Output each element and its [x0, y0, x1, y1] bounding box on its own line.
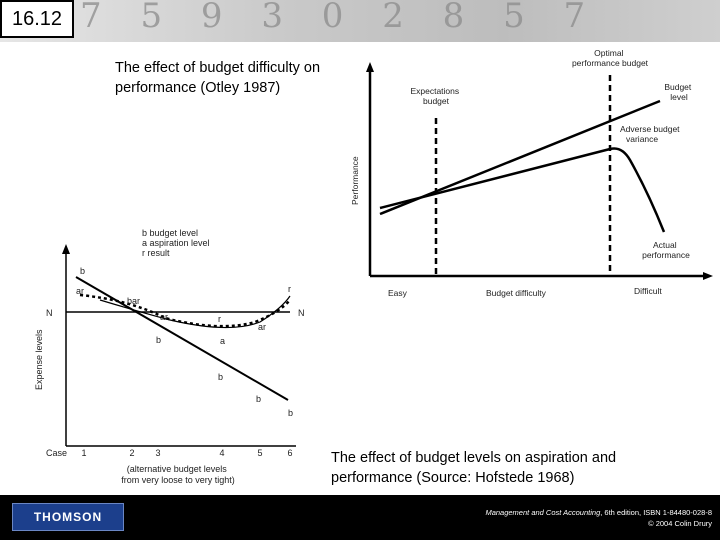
slide-number: 16.12	[0, 0, 74, 38]
point-b-4: b	[256, 394, 261, 404]
edition-info: , 6th edition, ISBN 1-84480-028-8	[600, 508, 712, 517]
point-bar: bar	[127, 296, 140, 306]
legend: b budget level a aspiration level r resu…	[142, 228, 212, 258]
actual-performance-curve	[379, 147, 666, 233]
budget-level-line	[75, 276, 289, 401]
title-banner: 7 5 9 3 0 2 8 5 7	[0, 0, 720, 42]
otley-y-label: Performance	[350, 156, 360, 205]
otley-x-arrow	[703, 272, 713, 280]
book-title: Management and Cost Accounting	[485, 508, 601, 517]
x-axis-note: (alternative budget levels from very loo…	[121, 464, 235, 485]
point-b-5: b	[288, 408, 293, 418]
point-b-2: b	[156, 335, 161, 345]
x-tick-1: 1	[81, 448, 86, 458]
expectations-label: Expectations budget	[410, 86, 461, 106]
point-r: r	[218, 314, 221, 324]
n-label-left: N	[46, 308, 53, 318]
x-tick-5: 5	[257, 448, 262, 458]
actual-performance-label: Actual performance	[642, 240, 690, 260]
budget-level-label: Budget level	[664, 82, 693, 102]
x-tick-2: 2	[129, 448, 134, 458]
x-tick-3: 3	[155, 448, 160, 458]
otley-y-arrow	[366, 62, 374, 72]
point-b-1: b	[80, 266, 85, 276]
caption-bottom: The effect of budget levels on aspiratio…	[331, 450, 617, 486]
copyright: © 2004 Colin Drury	[648, 519, 712, 528]
point-a: a	[220, 336, 225, 346]
otley-chart: Performance Easy Budget difficulty Diffi…	[350, 48, 713, 298]
n-label-right: N	[298, 308, 305, 318]
point-ar-2: ar	[160, 312, 168, 322]
adverse-variance-label: Adverse budget variance	[620, 124, 682, 144]
result-curve	[99, 295, 291, 329]
hofstede-y-label: Expense levels	[34, 329, 44, 390]
case-label: Case	[46, 448, 67, 458]
caption-top: The effect of budget difficulty on perfo…	[115, 60, 321, 96]
point-r-2: r	[288, 284, 291, 294]
footer-bar: THOMSON Management and Cost Accounting, …	[0, 495, 720, 540]
x-tick-6: 6	[287, 448, 292, 458]
point-ar-3: ar	[258, 322, 266, 332]
point-ar-1: ar	[76, 286, 84, 296]
otley-x-mid: Budget difficulty	[486, 288, 547, 298]
optimal-label: Optimal performance budget	[572, 48, 649, 68]
otley-x-difficult: Difficult	[634, 286, 662, 296]
hofstede-y-arrow	[62, 244, 70, 254]
x-tick-4: 4	[219, 448, 224, 458]
otley-x-easy: Easy	[388, 288, 408, 298]
banner-decoration: 7 5 9 3 0 2 8 5 7	[80, 0, 600, 36]
hofstede-chart: b budget level a aspiration level r resu…	[34, 228, 305, 485]
point-b-3: b	[218, 372, 223, 382]
publisher-logo: THOMSON	[12, 503, 124, 531]
footer-citation: Management and Cost Accounting, 6th edit…	[485, 507, 712, 529]
